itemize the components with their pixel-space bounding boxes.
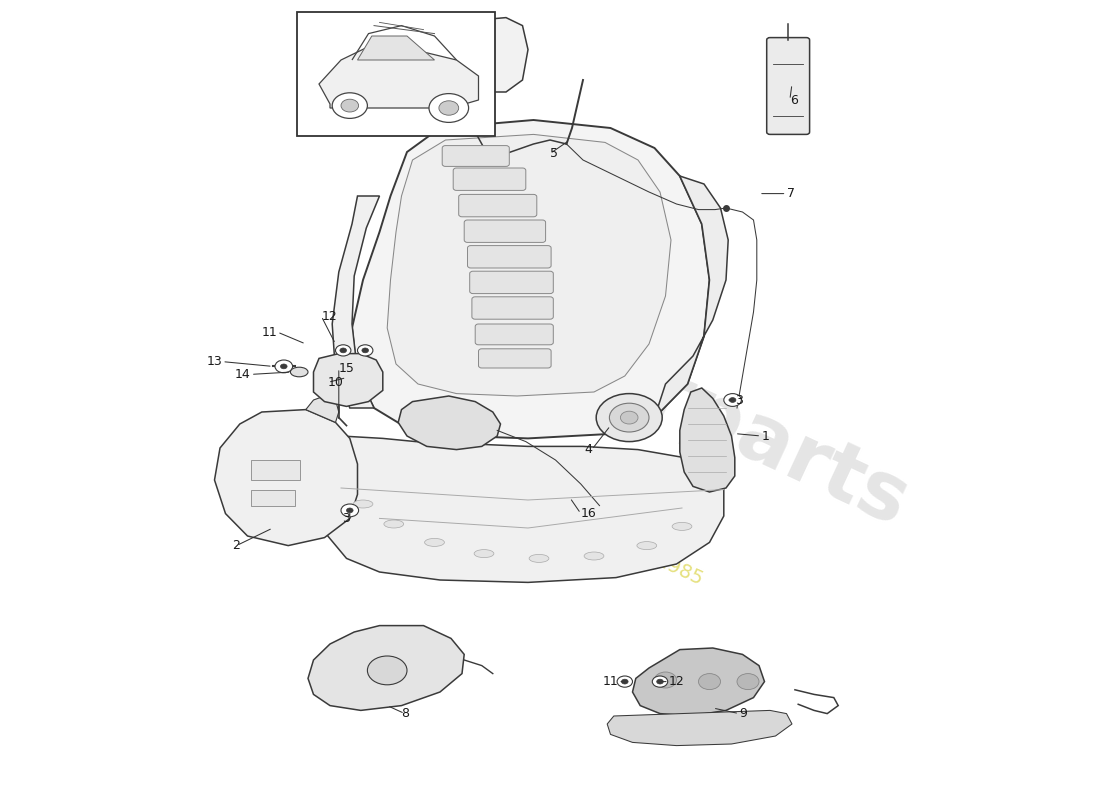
Circle shape: [620, 411, 638, 424]
Text: 5: 5: [550, 147, 558, 160]
Ellipse shape: [637, 542, 657, 550]
Text: 3: 3: [735, 394, 743, 406]
Polygon shape: [456, 18, 528, 92]
Circle shape: [439, 101, 459, 115]
Text: eurocarparts: eurocarparts: [355, 225, 921, 543]
FancyBboxPatch shape: [468, 246, 551, 268]
Polygon shape: [358, 36, 434, 60]
FancyBboxPatch shape: [475, 324, 553, 345]
Bar: [251, 490, 295, 506]
Text: 1: 1: [761, 430, 769, 442]
Ellipse shape: [290, 367, 308, 377]
Polygon shape: [308, 626, 464, 710]
Text: 10: 10: [328, 376, 343, 389]
FancyBboxPatch shape: [453, 168, 526, 190]
Text: 14: 14: [235, 368, 251, 381]
Circle shape: [341, 99, 359, 112]
Circle shape: [652, 676, 668, 687]
Circle shape: [340, 348, 346, 353]
Polygon shape: [306, 396, 339, 422]
Circle shape: [429, 94, 469, 122]
Ellipse shape: [672, 522, 692, 530]
Polygon shape: [632, 648, 764, 716]
Polygon shape: [319, 44, 478, 108]
Ellipse shape: [474, 550, 494, 558]
FancyBboxPatch shape: [470, 271, 553, 294]
Circle shape: [358, 345, 373, 356]
Polygon shape: [680, 388, 735, 492]
Ellipse shape: [584, 552, 604, 560]
Bar: [251, 460, 300, 480]
Ellipse shape: [353, 500, 373, 508]
Ellipse shape: [425, 538, 444, 546]
Circle shape: [280, 364, 287, 369]
Text: 6: 6: [790, 94, 798, 106]
Polygon shape: [214, 410, 358, 546]
Ellipse shape: [384, 520, 404, 528]
FancyBboxPatch shape: [459, 194, 537, 217]
Text: 13: 13: [207, 355, 222, 368]
Circle shape: [617, 676, 632, 687]
Circle shape: [737, 674, 759, 690]
Bar: [297, 12, 495, 136]
FancyBboxPatch shape: [442, 146, 509, 166]
Polygon shape: [314, 354, 383, 406]
Circle shape: [336, 345, 351, 356]
Polygon shape: [654, 176, 728, 418]
Text: a passion for cars since 1985: a passion for cars since 1985: [439, 451, 705, 589]
Circle shape: [621, 679, 628, 684]
Circle shape: [657, 679, 663, 684]
Text: 9: 9: [739, 707, 747, 720]
Polygon shape: [387, 134, 671, 396]
FancyBboxPatch shape: [472, 297, 553, 319]
Circle shape: [654, 672, 676, 688]
Text: 3: 3: [342, 512, 350, 525]
Ellipse shape: [529, 554, 549, 562]
Text: 15: 15: [339, 362, 354, 374]
Text: 8: 8: [400, 707, 409, 720]
Text: 4: 4: [584, 443, 592, 456]
Text: 11: 11: [603, 675, 618, 688]
FancyBboxPatch shape: [767, 38, 810, 134]
Circle shape: [275, 360, 293, 373]
Circle shape: [346, 508, 353, 513]
Text: 11: 11: [262, 326, 277, 338]
Circle shape: [724, 394, 741, 406]
Circle shape: [341, 504, 359, 517]
Text: 7: 7: [786, 187, 794, 200]
Circle shape: [729, 398, 736, 402]
Polygon shape: [332, 196, 380, 408]
Circle shape: [609, 403, 649, 432]
Polygon shape: [398, 396, 500, 450]
Polygon shape: [607, 710, 792, 746]
Text: 12: 12: [321, 310, 337, 322]
Circle shape: [367, 656, 407, 685]
Circle shape: [362, 348, 369, 353]
FancyBboxPatch shape: [464, 220, 546, 242]
Circle shape: [332, 93, 367, 118]
Circle shape: [596, 394, 662, 442]
Circle shape: [698, 674, 720, 690]
Text: 12: 12: [669, 675, 684, 688]
Polygon shape: [352, 120, 710, 438]
FancyBboxPatch shape: [478, 349, 551, 368]
Polygon shape: [319, 436, 724, 582]
Text: 16: 16: [581, 507, 596, 520]
Text: 2: 2: [232, 539, 241, 552]
